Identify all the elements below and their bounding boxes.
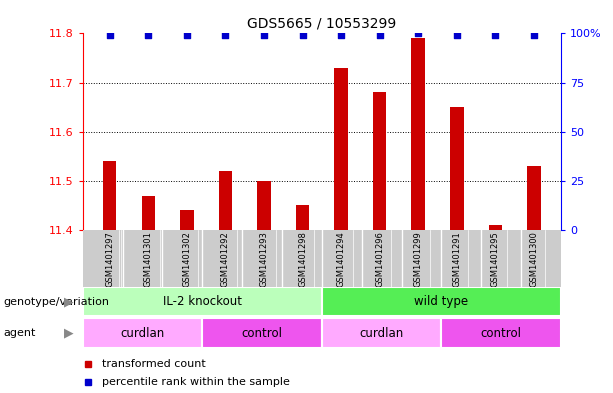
Bar xyxy=(103,161,116,230)
Text: GSM1401299: GSM1401299 xyxy=(414,231,423,287)
Point xyxy=(452,32,462,39)
Text: curdlan: curdlan xyxy=(120,327,165,340)
Text: GSM1401298: GSM1401298 xyxy=(298,231,307,288)
Point xyxy=(375,32,384,39)
Bar xyxy=(219,171,232,230)
Text: curdlan: curdlan xyxy=(359,327,404,340)
Point xyxy=(298,32,308,39)
Text: control: control xyxy=(481,327,522,340)
Text: GSM1401292: GSM1401292 xyxy=(221,231,230,287)
Text: IL-2 knockout: IL-2 knockout xyxy=(163,295,242,308)
Point xyxy=(105,32,115,39)
Bar xyxy=(527,166,541,230)
Bar xyxy=(373,92,386,230)
Text: GSM1401293: GSM1401293 xyxy=(259,231,268,288)
Point xyxy=(221,32,230,39)
Bar xyxy=(334,68,348,230)
Text: agent: agent xyxy=(3,328,36,338)
Bar xyxy=(180,210,194,230)
Bar xyxy=(142,195,155,230)
Point xyxy=(336,32,346,39)
Bar xyxy=(296,205,310,230)
Bar xyxy=(257,181,271,230)
Bar xyxy=(441,318,561,348)
Point xyxy=(259,32,269,39)
Title: GDS5665 / 10553299: GDS5665 / 10553299 xyxy=(247,17,397,31)
Bar xyxy=(322,287,561,316)
Text: percentile rank within the sample: percentile rank within the sample xyxy=(102,377,290,387)
Bar xyxy=(411,38,425,230)
Text: GSM1401301: GSM1401301 xyxy=(144,231,153,288)
Bar xyxy=(83,287,322,316)
Text: GSM1401291: GSM1401291 xyxy=(452,231,462,287)
Bar xyxy=(83,318,202,348)
Text: ▶: ▶ xyxy=(64,327,74,340)
Text: transformed count: transformed count xyxy=(102,359,205,369)
Bar xyxy=(450,107,463,230)
Point xyxy=(143,32,153,39)
Point xyxy=(182,32,192,39)
Bar xyxy=(202,318,322,348)
Text: GSM1401295: GSM1401295 xyxy=(491,231,500,287)
Text: GSM1401297: GSM1401297 xyxy=(105,231,114,288)
Point xyxy=(490,32,500,39)
Point xyxy=(413,30,423,37)
Point xyxy=(529,32,539,39)
Text: genotype/variation: genotype/variation xyxy=(3,297,109,307)
Bar xyxy=(322,318,441,348)
Text: GSM1401296: GSM1401296 xyxy=(375,231,384,288)
Text: GSM1401302: GSM1401302 xyxy=(182,231,191,288)
Text: wild type: wild type xyxy=(414,295,468,308)
Text: ▶: ▶ xyxy=(64,295,74,308)
Text: control: control xyxy=(242,327,283,340)
Text: GSM1401294: GSM1401294 xyxy=(337,231,346,287)
Text: GSM1401300: GSM1401300 xyxy=(530,231,538,288)
Bar xyxy=(489,225,502,230)
